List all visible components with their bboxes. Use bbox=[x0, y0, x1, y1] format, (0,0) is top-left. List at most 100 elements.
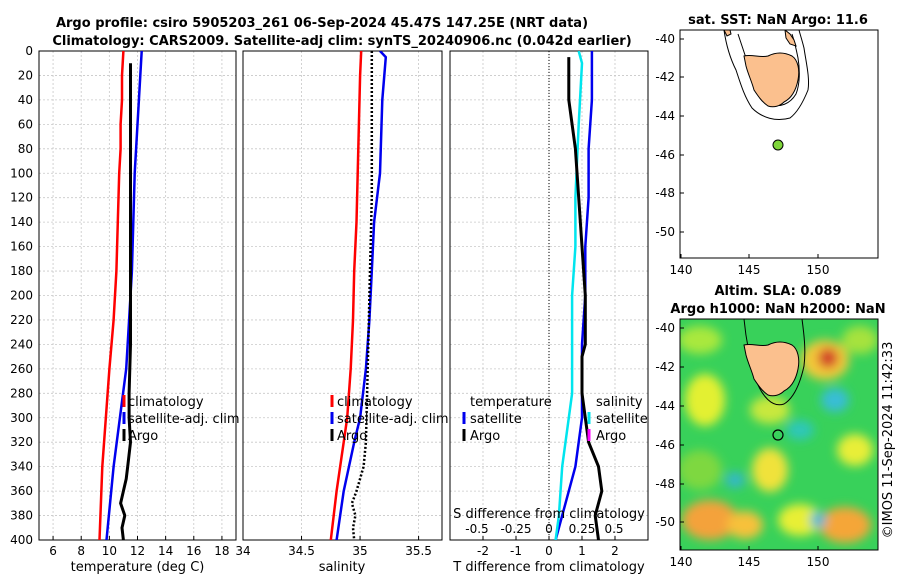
difference-xlabel: T difference from climatology bbox=[452, 560, 645, 575]
depth-tick-label: 0 bbox=[25, 44, 33, 58]
temp-xtick-label: 16 bbox=[186, 544, 201, 558]
legend-temp-argo: Argo bbox=[470, 429, 500, 444]
s-diff-tick-label: -0.5 bbox=[465, 522, 488, 536]
temp-series-satellite-adj-clim bbox=[105, 51, 143, 540]
diff-series-temperature-argo bbox=[567, 57, 604, 540]
sla-ytick-label: -46 bbox=[655, 438, 675, 452]
depth-tick-label: 240 bbox=[10, 337, 33, 351]
legend-sal-argo: Argo bbox=[596, 429, 626, 444]
temp-xtick-label: 10 bbox=[102, 544, 117, 558]
sst-xtick-label: 140 bbox=[670, 263, 693, 277]
title-line-2: Climatology: CARS2009. Satellite-adj cli… bbox=[52, 34, 631, 49]
legend-argo: Argo bbox=[128, 429, 158, 444]
mainland-land bbox=[723, 30, 797, 47]
temperature-panel: 0 20 40 60 80 100 120 140 160 180 200 220 240 260 280 3… bbox=[10, 44, 240, 575]
sal-xtick-label: 35 bbox=[352, 544, 367, 558]
depth-tick-label: 20 bbox=[18, 68, 33, 82]
salinity-legend: climatology satellite-adj. clim Argo bbox=[330, 395, 449, 444]
sst-ytick-label: -48 bbox=[655, 186, 675, 200]
depth-tick-label: 340 bbox=[10, 460, 33, 474]
sst-xtick-label: 150 bbox=[807, 263, 830, 277]
sla-xtick-label: 140 bbox=[670, 555, 693, 569]
sla-heatmap bbox=[680, 319, 878, 550]
diff-xtick-label: 2 bbox=[611, 544, 619, 558]
sla-argo-marker bbox=[772, 429, 784, 441]
temp-xtick-label: 18 bbox=[214, 544, 229, 558]
sla-map: Altim. SLA: 0.089 Argo h1000: NaN h2000:… bbox=[655, 284, 885, 569]
depth-tick-label: 140 bbox=[10, 215, 33, 229]
diff-series-salinity-satellite bbox=[554, 51, 584, 540]
sst-argo-marker bbox=[772, 139, 784, 151]
s-diff-tick-label: 0.25 bbox=[569, 522, 596, 536]
difference-panel: -2 -1 0 1 2 T difference from climatology S … bbox=[449, 50, 649, 575]
sal-xtick-label: 35.5 bbox=[405, 544, 432, 558]
s-diff-tick-label: 0.5 bbox=[604, 522, 623, 536]
sla-xtick-label: 145 bbox=[738, 555, 761, 569]
depth-tick-label: 120 bbox=[10, 191, 33, 205]
temp-xtick-label: 14 bbox=[158, 544, 173, 558]
sal-xtick-label: 34.5 bbox=[288, 544, 315, 558]
sst-ytick-label: -50 bbox=[655, 225, 675, 239]
legend-satellite-adj-s: satellite-adj. clim bbox=[337, 412, 449, 427]
depth-tick-label: 160 bbox=[10, 240, 33, 254]
depth-tick-label: 200 bbox=[10, 289, 33, 303]
title-line-1: Argo profile: csiro 5905203_261 06-Sep-2… bbox=[56, 16, 588, 31]
sst-map-title: sat. SST: NaN Argo: 11.6 bbox=[688, 13, 868, 28]
temperature-xlabel: temperature (deg C) bbox=[71, 560, 205, 575]
difference-legend: temperature satellite Argo salinity sate… bbox=[462, 395, 648, 444]
depth-tick-label: 320 bbox=[10, 435, 33, 449]
sla-title-1: Altim. SLA: 0.089 bbox=[715, 284, 842, 299]
tasmania-land bbox=[743, 52, 800, 108]
legend-temp-satellite: satellite bbox=[470, 412, 522, 427]
legend-salinity: salinity bbox=[596, 395, 643, 410]
legend-satellite-adj: satellite-adj. clim bbox=[128, 412, 240, 427]
sla-title-2: Argo h1000: NaN h2000: NaN bbox=[670, 302, 885, 317]
legend-climatology-s: climatology bbox=[337, 395, 413, 410]
depth-tick-label: 380 bbox=[10, 509, 33, 523]
s-diff-tick-label: -0.25 bbox=[500, 522, 531, 536]
depth-tick-label: 180 bbox=[10, 264, 33, 278]
depth-tick-label: 260 bbox=[10, 362, 33, 376]
sst-map: sat. SST: NaN Argo: 11.6 140 145 150 -40 -42… bbox=[655, 13, 879, 277]
diff-xtick-label: -2 bbox=[477, 544, 489, 558]
legend-climatology: climatology bbox=[128, 395, 204, 410]
legend-sal-satellite: satellite bbox=[596, 412, 648, 427]
sal-series-climatology bbox=[329, 51, 363, 540]
depth-tick-label: 100 bbox=[10, 166, 33, 180]
temperature-legend: climatology satellite-adj. clim Argo bbox=[122, 395, 240, 444]
sst-ytick-label: -46 bbox=[655, 148, 675, 162]
depth-tick-label: 360 bbox=[10, 484, 33, 498]
sla-ytick-label: -40 bbox=[655, 321, 675, 335]
depth-tick-label: 220 bbox=[10, 313, 33, 327]
sla-ytick-label: -44 bbox=[655, 399, 675, 413]
sst-ytick-label: -42 bbox=[655, 70, 675, 84]
imos-timestamp: ©IMOS 11-Sep-2024 11:42:33 bbox=[881, 342, 896, 539]
s-difference-label: S difference from climatology bbox=[453, 507, 645, 522]
depth-tick-label: 300 bbox=[10, 411, 33, 425]
legend-argo-s: Argo bbox=[337, 429, 367, 444]
depth-tick-label: 400 bbox=[10, 533, 33, 547]
salinity-xlabel: salinity bbox=[319, 560, 366, 575]
salinity-panel: 34 34.5 35 35.5 salinity climatology satell… bbox=[235, 50, 449, 575]
depth-tick-label: 80 bbox=[18, 142, 33, 156]
diff-xtick-label: 1 bbox=[578, 544, 586, 558]
temp-series-climatology bbox=[98, 51, 125, 540]
sla-ytick-label: -42 bbox=[655, 360, 675, 374]
sst-ytick-label: -44 bbox=[655, 109, 675, 123]
depth-tick-label: 60 bbox=[18, 117, 33, 131]
sla-tasmania-land bbox=[743, 341, 800, 397]
sst-xtick-label: 145 bbox=[738, 263, 761, 277]
temp-xtick-label: 12 bbox=[130, 544, 145, 558]
temp-xtick-label: 8 bbox=[77, 544, 85, 558]
sst-contour-outer bbox=[723, 30, 809, 121]
temp-series-argo bbox=[119, 63, 132, 540]
legend-temperature: temperature bbox=[470, 395, 552, 410]
sal-xtick-label: 34 bbox=[235, 544, 250, 558]
temp-xtick-label: 6 bbox=[49, 544, 57, 558]
sla-ytick-label: -48 bbox=[655, 477, 675, 491]
s-diff-tick-label: 0 bbox=[545, 522, 553, 536]
sla-xtick-label: 150 bbox=[807, 555, 830, 569]
depth-tick-label: 40 bbox=[18, 93, 33, 107]
sst-ytick-label: -40 bbox=[655, 32, 675, 46]
